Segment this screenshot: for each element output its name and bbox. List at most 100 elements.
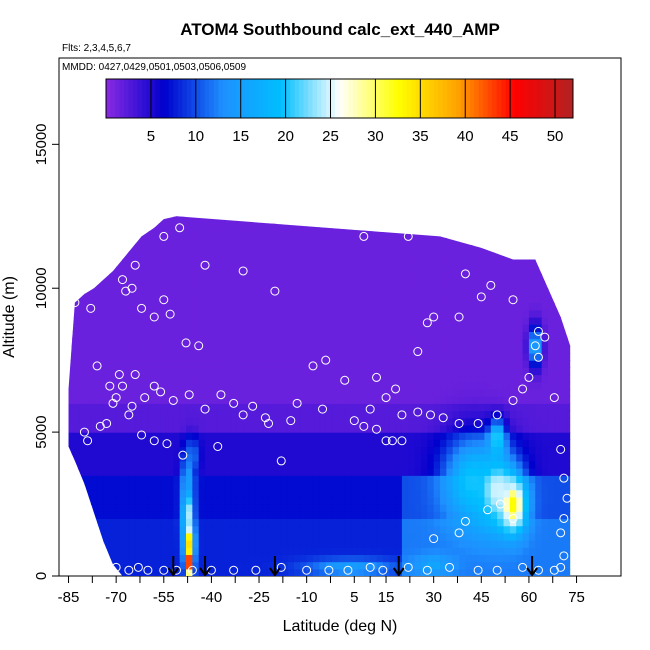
heat-cell: [281, 475, 289, 484]
colorbar-segment: [361, 79, 367, 118]
heat-cell: [141, 568, 149, 576]
heat-cell: [160, 288, 168, 297]
heat-cell: [211, 302, 219, 311]
heat-cell: [319, 453, 327, 462]
heat-cell: [427, 352, 435, 361]
heat-cell: [268, 259, 276, 268]
heat-cell: [541, 309, 549, 318]
heat-cell: [255, 511, 263, 520]
heat-cell: [516, 424, 524, 433]
heat-cell: [287, 439, 295, 448]
heat-cell: [97, 525, 105, 534]
heat-cell: [319, 237, 327, 246]
heat-cell: [427, 525, 435, 534]
heat-cell: [344, 439, 352, 448]
heat-cell: [287, 554, 295, 563]
heat-cell: [560, 288, 568, 297]
heat-cell: [78, 338, 86, 347]
heat-cell: [141, 388, 149, 397]
heat-cell: [446, 532, 454, 541]
heat-cell: [446, 288, 454, 297]
colorbar-segment: [272, 79, 278, 118]
heat-cell: [230, 360, 238, 368]
heat-cell: [166, 374, 174, 383]
heat-cell: [408, 252, 416, 261]
heat-cell: [84, 525, 92, 534]
heat-cell: [382, 367, 390, 376]
heat-cell: [135, 302, 143, 311]
heat-cell: [262, 338, 270, 347]
heat-cell: [287, 302, 295, 311]
heat-cell: [84, 417, 92, 426]
heat-cell: [166, 424, 174, 433]
heat-cell: [128, 216, 136, 217]
heat-cell: [522, 453, 530, 462]
heat-cell: [84, 439, 92, 448]
heat-cell: [103, 410, 111, 419]
heat-cell: [255, 302, 263, 311]
heat-cell: [586, 252, 593, 260]
heat-cell: [205, 216, 213, 217]
heat-cell: [573, 447, 580, 455]
heat-cell: [452, 317, 460, 325]
heat-cell: [154, 547, 162, 556]
heat-cell: [68, 338, 73, 347]
heat-cell: [103, 202, 110, 210]
heat-cell: [128, 281, 136, 289]
heat-cell: [59, 490, 66, 498]
heat-cell: [573, 360, 580, 368]
heat-cell: [198, 468, 206, 476]
heat-cell: [586, 411, 593, 419]
heat-cell: [224, 273, 232, 282]
heat-cell: [59, 209, 66, 217]
heat-cell: [262, 532, 270, 541]
heat-cell: [338, 468, 346, 476]
sample-point: [403, 562, 413, 572]
heat-cell: [281, 540, 289, 548]
heat-cell: [255, 367, 263, 376]
heat-cell: [427, 338, 435, 347]
heat-cell: [459, 489, 467, 498]
heat-cell: [560, 468, 568, 476]
heat-cell: [567, 424, 571, 433]
heat-cell: [109, 345, 117, 354]
heat-cell: [465, 482, 473, 491]
heat-cell: [509, 532, 517, 541]
heat-cell: [255, 424, 263, 433]
heat-cell: [97, 317, 105, 325]
heat-cell: [160, 446, 168, 455]
heat-cell: [420, 496, 428, 505]
sample-point: [184, 390, 194, 400]
heat-cell: [198, 245, 206, 253]
heat-cell: [109, 388, 117, 397]
heat-cell: [465, 511, 473, 520]
heat-cell: [389, 223, 397, 232]
heat-cell: [408, 281, 416, 289]
heat-cell: [186, 468, 193, 476]
heat-cell: [363, 331, 371, 340]
heat-cell: [255, 554, 263, 563]
heat-cell: [395, 216, 403, 217]
heat-cell: [147, 324, 155, 332]
heat-cell: [586, 540, 593, 548]
heat-cell: [166, 259, 174, 268]
colorbar-segment: [254, 79, 260, 118]
heat-cell: [179, 331, 187, 340]
heat-cell: [478, 367, 486, 376]
heat-cell: [135, 317, 143, 325]
heat-cell: [509, 482, 517, 491]
heat-cell: [103, 230, 111, 239]
heat-cell: [440, 540, 447, 548]
heat-cell: [459, 547, 467, 556]
heat-cell: [262, 266, 270, 275]
heat-cell: [573, 317, 580, 325]
heat-cell: [186, 403, 193, 412]
heat-cell: [382, 331, 390, 340]
heat-cell: [325, 568, 333, 576]
heat-cell: [516, 388, 524, 397]
sample-point: [508, 295, 518, 305]
heat-cell: [338, 374, 346, 383]
heat-cell: [567, 331, 571, 340]
heat-cell: [395, 496, 403, 505]
heat-cell: [382, 216, 390, 217]
